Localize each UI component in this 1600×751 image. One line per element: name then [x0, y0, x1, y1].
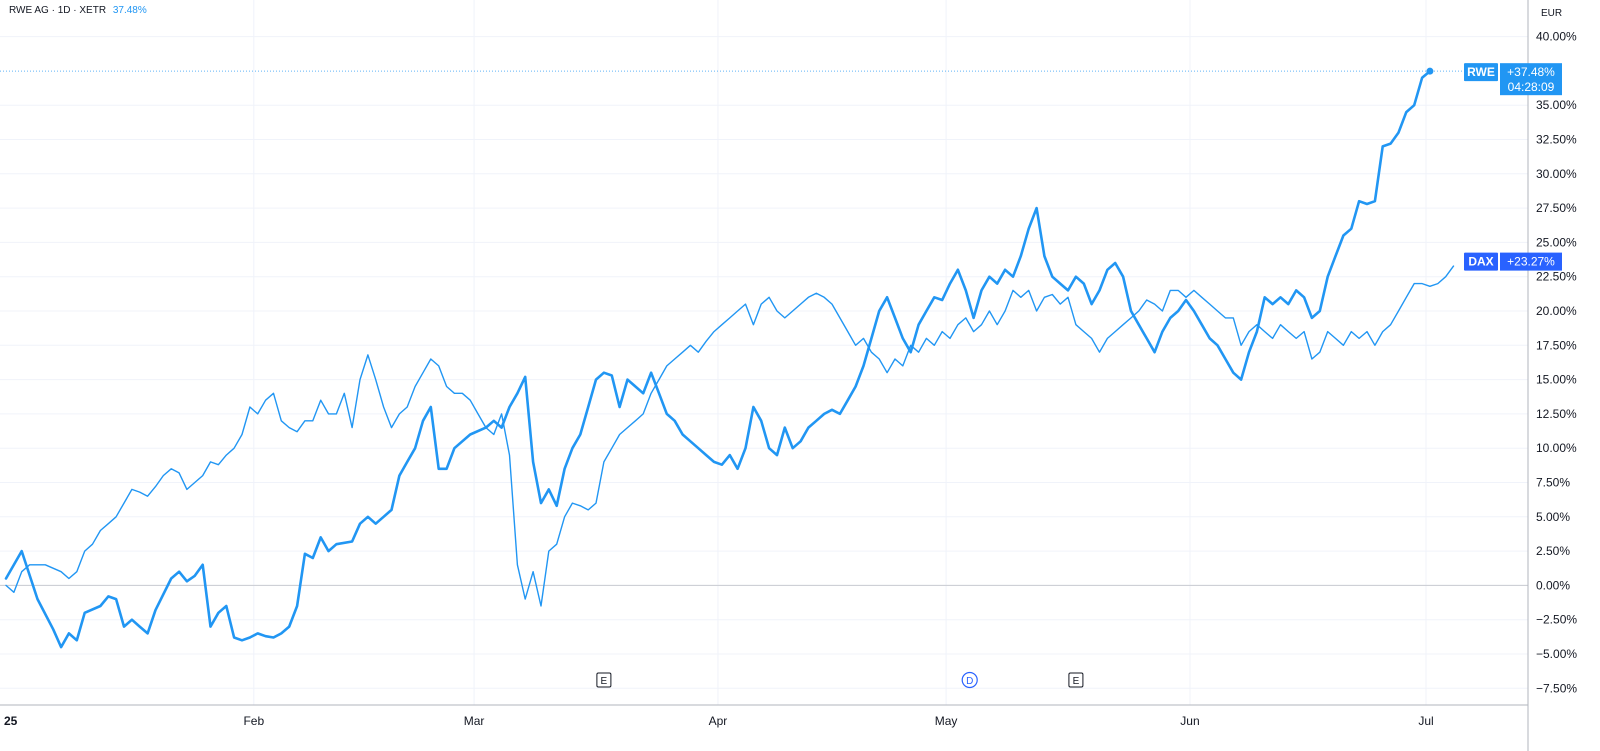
dividend-marker-letter: D: [966, 676, 973, 687]
symbol-line: RWE AG · 1D · XETR: [9, 5, 107, 16]
y-tick-label: 32.50%: [1536, 133, 1577, 147]
x-tick-label: Apr: [709, 714, 728, 728]
dax-value-label: +23.27%: [1507, 255, 1555, 269]
y-tick-label: 15.00%: [1536, 373, 1577, 387]
rwe-value-label: +37.48%: [1507, 65, 1555, 79]
y-tick-label: −5.00%: [1536, 647, 1577, 661]
y-tick-label: −7.50%: [1536, 681, 1577, 695]
series-line-rwe[interactable]: [4, 69, 1432, 649]
axis-currency-label: EUR: [1541, 8, 1562, 19]
dax-value-badge: [1500, 252, 1562, 271]
y-tick-label: 10.00%: [1536, 441, 1577, 455]
header-change: 37.48%: [112, 5, 147, 16]
x-tick-label: Feb: [243, 714, 264, 728]
rwe-value-badge: [1500, 63, 1562, 96]
y-tick-label: 27.50%: [1536, 201, 1577, 215]
y-tick-label: 5.00%: [1536, 510, 1570, 524]
y-tick-label: 25.00%: [1536, 235, 1577, 249]
y-tick-label: 17.50%: [1536, 338, 1577, 352]
earnings-marker-icon[interactable]: [596, 672, 612, 688]
y-tick-label: 40.00%: [1536, 30, 1577, 44]
x-tick-label: Jun: [1180, 714, 1199, 728]
chart-header: RWE AG · 1D · XETR 37.48%: [9, 5, 147, 16]
x-tick-label: Mar: [464, 714, 485, 728]
rwe-last-point: [1426, 67, 1434, 75]
y-tick-label: 7.50%: [1536, 476, 1570, 490]
y-tick-label: 35.00%: [1536, 98, 1577, 112]
earnings-marker-letter: E: [601, 676, 608, 687]
y-tick-label: −2.50%: [1536, 613, 1577, 627]
x-tick-label: 25: [4, 714, 18, 728]
rwe-name-badge: [1464, 63, 1498, 82]
y-tick-label: 12.50%: [1536, 407, 1577, 421]
dax-name-badge: [1464, 252, 1498, 271]
x-tick-label: Jul: [1418, 714, 1433, 728]
dividend-marker-icon[interactable]: [961, 671, 978, 689]
x-tick-label: May: [935, 714, 958, 728]
y-tick-label: 0.00%: [1536, 578, 1570, 592]
y-tick-label: 30.00%: [1536, 167, 1577, 181]
rwe-name-label: RWE: [1467, 65, 1495, 79]
series-line-dax[interactable]: [5, 265, 1455, 607]
y-tick-label: 22.50%: [1536, 270, 1577, 284]
earnings-marker-letter: E: [1073, 676, 1080, 687]
y-tick-label: 2.50%: [1536, 544, 1570, 558]
dax-name-label: DAX: [1468, 255, 1493, 269]
rwe-time-label: 04:28:09: [1508, 80, 1555, 94]
y-tick-label: 20.00%: [1536, 304, 1577, 318]
earnings-marker-icon[interactable]: [1068, 672, 1084, 688]
